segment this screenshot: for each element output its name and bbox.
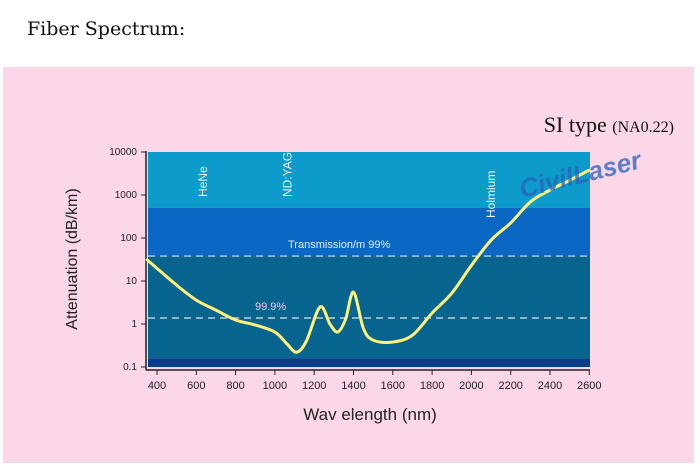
chart-subtitle: (NA0.22): [612, 119, 674, 136]
laser-label: Holmium: [484, 171, 498, 218]
reference-label: 99.9%: [255, 301, 286, 313]
band: [148, 152, 590, 208]
y-tick-label: 1: [131, 319, 137, 330]
x-tick-label: 2400: [538, 380, 562, 392]
x-tick-label: 400: [148, 380, 166, 392]
x-tick-label: 1200: [302, 380, 326, 392]
x-tick-label: 1600: [381, 380, 405, 392]
band: [148, 256, 590, 359]
x-tick-label: 1400: [341, 380, 365, 392]
x-tick-label: 2200: [498, 380, 522, 392]
y-tick-label: 0.1: [123, 362, 137, 373]
y-tick-label: 100: [120, 233, 137, 244]
x-tick-label: 600: [187, 380, 205, 392]
band: [148, 358, 590, 367]
chart-title-text: SI type: [543, 112, 607, 137]
attenuation-curve: [145, 168, 591, 354]
laser-label: HeNe: [196, 166, 210, 197]
x-tick-label: 1000: [263, 380, 287, 392]
x-tick-label: 2000: [459, 380, 483, 392]
reference-label: Transmission/m 99%: [288, 239, 391, 251]
x-axis-label: Wav elength (nm): [303, 405, 437, 424]
chart-title: SI type (NA0.22): [544, 112, 674, 138]
page-title: Fiber Spectrum:: [27, 18, 186, 40]
laser-label: ND:YAG: [280, 152, 294, 197]
x-tick-label: 2600: [577, 380, 601, 392]
y-tick-label: 10: [126, 276, 138, 287]
y-tick-label: 10000: [109, 147, 137, 158]
x-tick-label: 800: [226, 380, 244, 392]
y-axis-label: Attenuation (dB/km): [64, 188, 81, 329]
y-tick-label: 1000: [115, 190, 138, 201]
x-tick-label: 1800: [420, 380, 444, 392]
